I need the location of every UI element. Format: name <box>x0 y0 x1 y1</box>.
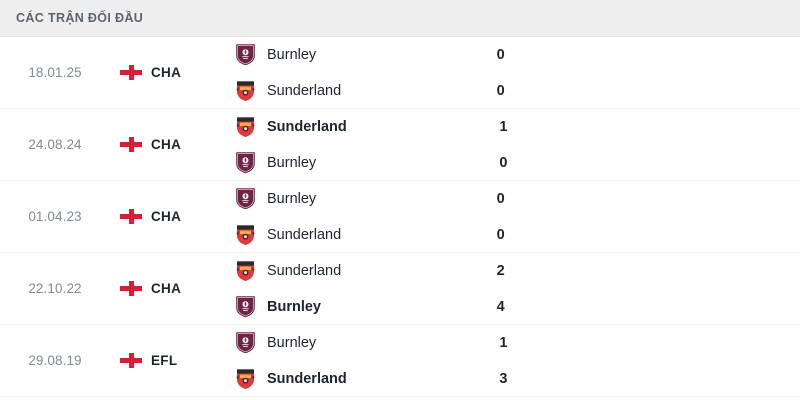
teams-cell: Burnley Sunderland <box>215 332 483 390</box>
scores-cell: 0 0 <box>481 188 661 246</box>
away-team-line[interactable]: Burnley <box>235 296 481 318</box>
home-score: 1 <box>499 118 508 135</box>
away-team-name: Burnley <box>267 154 317 171</box>
competition-code: EFL <box>151 353 178 368</box>
home-score-line: 0 <box>497 44 661 66</box>
home-team-name: Burnley <box>267 334 317 351</box>
match-date: 29.08.19 <box>28 353 82 368</box>
away-score: 4 <box>496 298 505 315</box>
match-date-cell: 24.08.24 <box>0 137 110 152</box>
home-team-line[interactable]: Burnley <box>235 332 483 354</box>
widget-header: CÁC TRẬN ĐỐI ĐẦU <box>0 0 800 37</box>
away-team-line[interactable]: Sunderland <box>235 224 481 246</box>
england-flag-icon <box>120 353 142 368</box>
competition-cell: CHA <box>110 281 215 296</box>
away-score-line: 0 <box>497 224 661 246</box>
scores-cell: 0 0 <box>481 44 661 102</box>
away-score-line: 3 <box>499 368 663 390</box>
teams-cell: Burnley Sunderland <box>215 188 481 246</box>
home-team-name: Burnley <box>267 46 317 63</box>
home-team-line[interactable]: Sunderland <box>235 260 481 282</box>
home-score-line: 1 <box>499 116 663 138</box>
sunderland-crest-icon <box>235 367 256 390</box>
burnley-crest-icon <box>235 43 256 66</box>
sunderland-crest-icon <box>235 223 256 246</box>
match-list: 18.01.25 CHA Burnley Sunderland 0 0 <box>0 37 800 397</box>
home-score-line: 1 <box>499 332 663 354</box>
page-title: CÁC TRẬN ĐỐI ĐẦU <box>16 11 144 25</box>
home-score: 0 <box>496 190 505 207</box>
england-flag-icon <box>120 137 142 152</box>
competition-cell: CHA <box>110 65 215 80</box>
home-team-name: Sunderland <box>267 118 347 135</box>
table-row[interactable]: 18.01.25 CHA Burnley Sunderland 0 0 <box>0 37 800 109</box>
away-team-name: Sunderland <box>267 82 342 99</box>
match-date: 01.04.23 <box>28 209 82 224</box>
away-team-name: Sunderland <box>267 370 347 387</box>
away-team-name: Burnley <box>267 298 321 315</box>
scores-cell: 1 0 <box>483 116 663 174</box>
match-date-cell: 29.08.19 <box>0 353 110 368</box>
teams-cell: Sunderland Burnley <box>215 260 481 318</box>
away-score-line: 4 <box>497 296 661 318</box>
away-score: 0 <box>496 82 505 99</box>
home-score: 2 <box>496 262 505 279</box>
teams-cell: Sunderland Burnley <box>215 116 483 174</box>
match-date-cell: 01.04.23 <box>0 209 110 224</box>
sunderland-crest-icon <box>235 79 256 102</box>
table-row[interactable]: 22.10.22 CHA Sunderland Burnley 2 4 <box>0 253 800 325</box>
burnley-crest-icon <box>235 295 256 318</box>
home-team-line[interactable]: Burnley <box>235 188 481 210</box>
competition-code: CHA <box>151 281 182 296</box>
table-row[interactable]: 24.08.24 CHA Sunderland Burnley 1 0 <box>0 109 800 181</box>
away-score: 0 <box>496 226 505 243</box>
competition-cell: CHA <box>110 209 215 224</box>
match-date-cell: 22.10.22 <box>0 281 110 296</box>
away-score-line: 0 <box>497 80 661 102</box>
away-team-line[interactable]: Burnley <box>235 152 483 174</box>
sunderland-crest-icon <box>235 115 256 138</box>
home-score: 1 <box>499 334 508 351</box>
match-date: 18.01.25 <box>28 65 82 80</box>
competition-cell: CHA <box>110 137 215 152</box>
burnley-crest-icon <box>235 151 256 174</box>
england-flag-icon <box>120 281 142 296</box>
match-date-cell: 18.01.25 <box>0 65 110 80</box>
home-team-name: Sunderland <box>267 262 342 279</box>
home-team-line[interactable]: Sunderland <box>235 116 483 138</box>
table-row[interactable]: 01.04.23 CHA Burnley Sunderland 0 0 <box>0 181 800 253</box>
competition-cell: EFL <box>110 353 215 368</box>
match-date: 24.08.24 <box>28 137 82 152</box>
away-score: 3 <box>499 370 508 387</box>
away-team-line[interactable]: Sunderland <box>235 368 483 390</box>
england-flag-icon <box>120 209 142 224</box>
teams-cell: Burnley Sunderland <box>215 44 481 102</box>
home-score: 0 <box>496 46 505 63</box>
sunderland-crest-icon <box>235 259 256 282</box>
table-row[interactable]: 29.08.19 EFL Burnley Sunderland 1 3 <box>0 325 800 397</box>
home-team-line[interactable]: Burnley <box>235 44 481 66</box>
competition-code: CHA <box>151 65 182 80</box>
competition-code: CHA <box>151 209 182 224</box>
scores-cell: 1 3 <box>483 332 663 390</box>
burnley-crest-icon <box>235 187 256 210</box>
away-team-name: Sunderland <box>267 226 342 243</box>
scores-cell: 2 4 <box>481 260 661 318</box>
away-score-line: 0 <box>499 152 663 174</box>
home-score-line: 2 <box>497 260 661 282</box>
england-flag-icon <box>120 65 142 80</box>
match-date: 22.10.22 <box>28 281 82 296</box>
burnley-crest-icon <box>235 331 256 354</box>
competition-code: CHA <box>151 137 182 152</box>
away-team-line[interactable]: Sunderland <box>235 80 481 102</box>
home-score-line: 0 <box>497 188 661 210</box>
away-score: 0 <box>499 154 508 171</box>
home-team-name: Burnley <box>267 190 317 207</box>
